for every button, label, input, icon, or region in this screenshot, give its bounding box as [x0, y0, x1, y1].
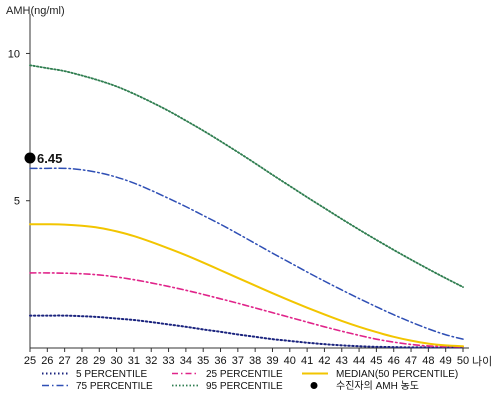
- x-tick-label: 48: [422, 355, 434, 367]
- series-line-25-percentile: [29, 272, 464, 348]
- x-tick-label: 28: [76, 355, 88, 367]
- legend-label: 95 PERCENTILE: [206, 381, 283, 392]
- series-group: [29, 64, 464, 349]
- x-tick-label: 37: [232, 355, 244, 367]
- legend-label: 25 PERCENTILE: [206, 369, 283, 380]
- x-tick-label: 36: [214, 355, 226, 367]
- y-tick-label: 5: [14, 196, 20, 208]
- axes: AMH(ng/ml) 나이: [6, 5, 492, 368]
- x-tick-label: 45: [370, 355, 382, 367]
- x-tick-label: 38: [249, 355, 261, 367]
- x-tick-label: 32: [145, 355, 157, 367]
- series-line-median-50-percentile: [29, 223, 464, 348]
- x-tick-label: 42: [318, 355, 330, 367]
- x-tick-label: 39: [266, 355, 278, 367]
- x-tick-label: 26: [41, 355, 53, 367]
- x-tick-label: 41: [301, 355, 313, 367]
- x-axis-title: 나이: [472, 355, 492, 368]
- legend-label: 수진자의 AMH 농도: [336, 380, 419, 392]
- x-tick-label: 44: [353, 355, 365, 367]
- series-line-5-percentile: [29, 314, 464, 349]
- x-tick-label: 43: [336, 355, 348, 367]
- x-tick-label: 31: [128, 355, 140, 367]
- x-tick-label: 33: [162, 355, 174, 367]
- x-tick-label: 30: [110, 355, 122, 367]
- x-tick-label: 50: [457, 355, 469, 367]
- x-tick-label: 29: [93, 355, 105, 367]
- x-tick-label: 46: [388, 355, 400, 367]
- series-line-75-percentile: [29, 167, 464, 340]
- y-tick-label: 10: [8, 48, 20, 60]
- x-tick-label: 49: [440, 355, 452, 367]
- legend-label: 5 PERCENTILE: [76, 369, 147, 380]
- marker-group: 6.45: [24, 151, 62, 166]
- y-axis-title: AMH(ng/ml): [6, 5, 65, 17]
- x-tick-label: 34: [180, 355, 192, 367]
- patient-amh-value-label: 6.45: [37, 151, 62, 166]
- x-tick-label: 47: [405, 355, 417, 367]
- legend-label: MEDIAN(50 PERCENTILE): [336, 369, 458, 380]
- x-tick-label: 40: [284, 355, 296, 367]
- x-tick-label: 25: [24, 355, 36, 367]
- ticks: 25 26 27 28 29 30 31 32 33 34 35 36 37 38 39 40 41 42 43 44…: [8, 48, 469, 367]
- legend-swatch-marker: [310, 382, 318, 389]
- patient-amh-marker: [24, 152, 36, 164]
- x-tick-label: 35: [197, 355, 209, 367]
- legend-label: 75 PERCENTILE: [76, 381, 153, 392]
- series-line-95-percentile: [29, 64, 464, 288]
- x-tick-label: 27: [59, 355, 71, 367]
